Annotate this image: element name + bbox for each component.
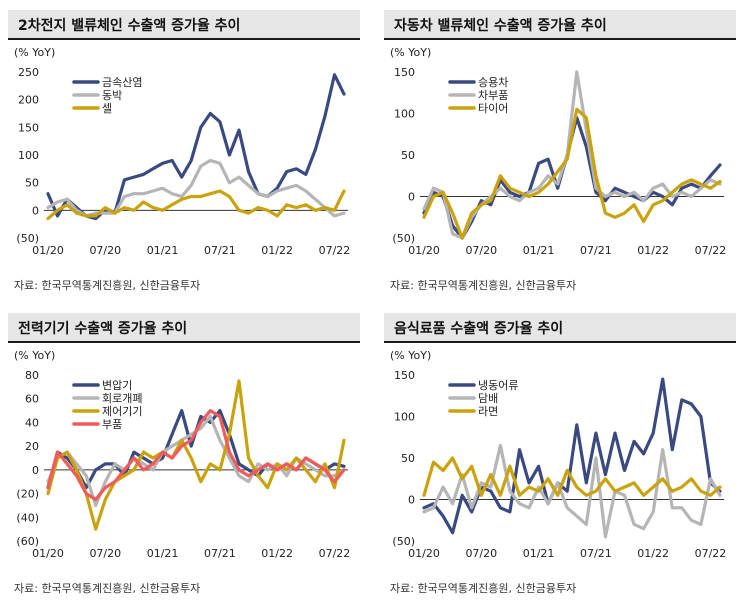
y-tick-label: 50: [401, 149, 415, 162]
x-tick-label: 01/22: [261, 244, 293, 257]
series-line: [46, 379, 346, 531]
y-tick-label: 50: [401, 452, 415, 465]
y-tick-label: (50): [392, 232, 415, 245]
y-tick-label: 250: [18, 66, 39, 79]
chart-title: 자동차 밸류체인 수출액 증가율 추이: [394, 18, 607, 34]
series-line: [422, 456, 722, 497]
chart-title-bar: 자동차 밸류체인 수출액 증가율 추이: [384, 10, 736, 40]
x-tick-label: 07/20: [465, 547, 497, 560]
x-tick-label: 01/21: [147, 547, 179, 560]
series-line: [422, 377, 722, 535]
chart-panel-battery: 2차전지 밸류체인 수출액 증가율 추이 (% YoY) 250 200 150 100…: [8, 10, 360, 295]
x-tick-label: 01/20: [408, 244, 440, 257]
legend-label: 라면: [478, 405, 498, 418]
y-axis-label: (% YoY): [14, 349, 55, 362]
x-tick-label: 01/21: [523, 547, 555, 560]
source-note: 자료: 한국무역통계진흥원, 신한금융투자: [14, 582, 201, 595]
food-chart: (% YoY) 150 100 50 0 (50)01/20 07/20 01/21 07/21…: [390, 349, 727, 560]
y-tick-label: 0: [32, 204, 39, 217]
x-tick-label: 07/22: [695, 547, 727, 560]
series-line: [46, 73, 346, 221]
chart-title-bar: 2차전지 밸류체인 수출액 증가율 추이: [8, 10, 360, 40]
chart-title: 전력기기 수출액 증가율 추이: [18, 321, 188, 337]
legend-label: 변압기: [102, 379, 132, 392]
chart-title-bar: 음식료품 수출액 증가율 추이: [384, 313, 736, 343]
source-note: 자료: 한국무역통계진흥원, 신한금융투자: [390, 582, 577, 595]
chart-panel-power: 전력기기 수출액 증가율 추이 (% YoY) 80 60 40 20 0 (20) (40)…: [8, 313, 360, 598]
legend-label: 동박: [102, 89, 122, 102]
auto-chart: (% YoY) 150 100 50 0 (50)01/20 07/20 01/21 07/21…: [390, 46, 727, 257]
legend-label: 회로개폐: [102, 392, 142, 405]
chart-title: 음식료품 수출액 증가율 추이: [394, 321, 564, 337]
x-tick-label: 01/20: [32, 244, 64, 257]
y-tick-label: 80: [25, 369, 39, 382]
x-tick-label: 01/22: [637, 547, 669, 560]
series-line: [46, 409, 346, 490]
y-tick-label: 100: [394, 108, 415, 121]
y-axis-label: (% YoY): [14, 46, 55, 59]
x-tick-label: 07/22: [695, 244, 727, 257]
y-tick-label: 0: [408, 494, 415, 507]
legend-label: 냉동어류: [478, 379, 518, 392]
y-tick-label: (50): [16, 232, 39, 245]
y-tick-label: 20: [25, 440, 39, 453]
x-tick-label: 07/20: [89, 547, 121, 560]
y-axis-label: (% YoY): [390, 46, 431, 59]
y-tick-label: 100: [394, 411, 415, 424]
chart-panel-food: 음식료품 수출액 증가율 추이 (% YoY) 150 100 50 0 (50) 01/2…: [384, 313, 736, 598]
y-tick-label: (20): [16, 488, 39, 501]
y-tick-label: (50): [392, 535, 415, 548]
legend-label: 제어기기: [102, 405, 142, 418]
x-tick-label: 01/21: [147, 244, 179, 257]
y-axis-label: (% YoY): [390, 349, 431, 362]
x-tick-label: 07/21: [204, 244, 236, 257]
chart-title: 2차전지 밸류체인 수출액 증가율 추이: [18, 18, 241, 34]
y-tick-label: 40: [25, 416, 39, 429]
source-note: 자료: 한국무역통계진흥원, 신한금융투자: [14, 279, 201, 292]
y-tick-label: (60): [16, 535, 39, 548]
y-tick-label: 150: [394, 66, 415, 79]
x-tick-label: 07/20: [89, 244, 121, 257]
y-tick-label: 150: [18, 121, 39, 134]
x-tick-label: 01/22: [637, 244, 669, 257]
y-tick-label: (40): [16, 511, 39, 524]
series-line: [46, 409, 346, 502]
legend-label: 차부품: [478, 89, 508, 102]
y-tick-label: 50: [25, 177, 39, 190]
y-tick-label: 60: [25, 393, 39, 406]
series-line: [422, 443, 722, 539]
x-tick-label: 07/21: [580, 547, 612, 560]
y-tick-label: 0: [408, 191, 415, 204]
chart-title-bar: 전력기기 수출액 증가율 추이: [8, 313, 360, 343]
x-tick-label: 07/22: [319, 547, 351, 560]
legend-label: 타이어: [478, 102, 508, 115]
legend-label: 금속산염: [102, 76, 142, 89]
x-tick-label: 07/21: [580, 244, 612, 257]
x-tick-label: 01/20: [32, 547, 64, 560]
legend-label: 승용차: [478, 76, 508, 89]
legend-label: 담배: [478, 392, 498, 405]
series-line: [422, 70, 722, 240]
power-equipment-chart: (% YoY) 80 60 40 20 0 (20) (40) (60)01/20 07/20 01…: [14, 349, 351, 560]
battery-chart: (% YoY) 250 200 150 100 50 0 (50)01/20 07/20 01/2…: [14, 46, 351, 257]
y-tick-label: 150: [394, 369, 415, 382]
source-note: 자료: 한국무역통계진흥원, 신한금융투자: [390, 279, 577, 292]
x-tick-label: 07/21: [204, 547, 236, 560]
x-tick-label: 01/20: [408, 547, 440, 560]
x-tick-label: 07/22: [319, 244, 351, 257]
y-tick-label: 100: [18, 149, 39, 162]
legend-label: 셀: [102, 102, 112, 115]
x-tick-label: 01/21: [523, 244, 555, 257]
y-tick-label: 0: [32, 464, 39, 477]
legend-label: 부품: [102, 418, 122, 431]
y-tick-label: 200: [18, 94, 39, 107]
x-tick-label: 01/22: [261, 547, 293, 560]
chart-panel-auto: 자동차 밸류체인 수출액 증가율 추이 (% YoY) 150 100 50 0 (50)…: [384, 10, 736, 295]
series-line: [46, 189, 346, 221]
x-tick-label: 07/20: [465, 244, 497, 257]
series-line: [422, 107, 722, 240]
